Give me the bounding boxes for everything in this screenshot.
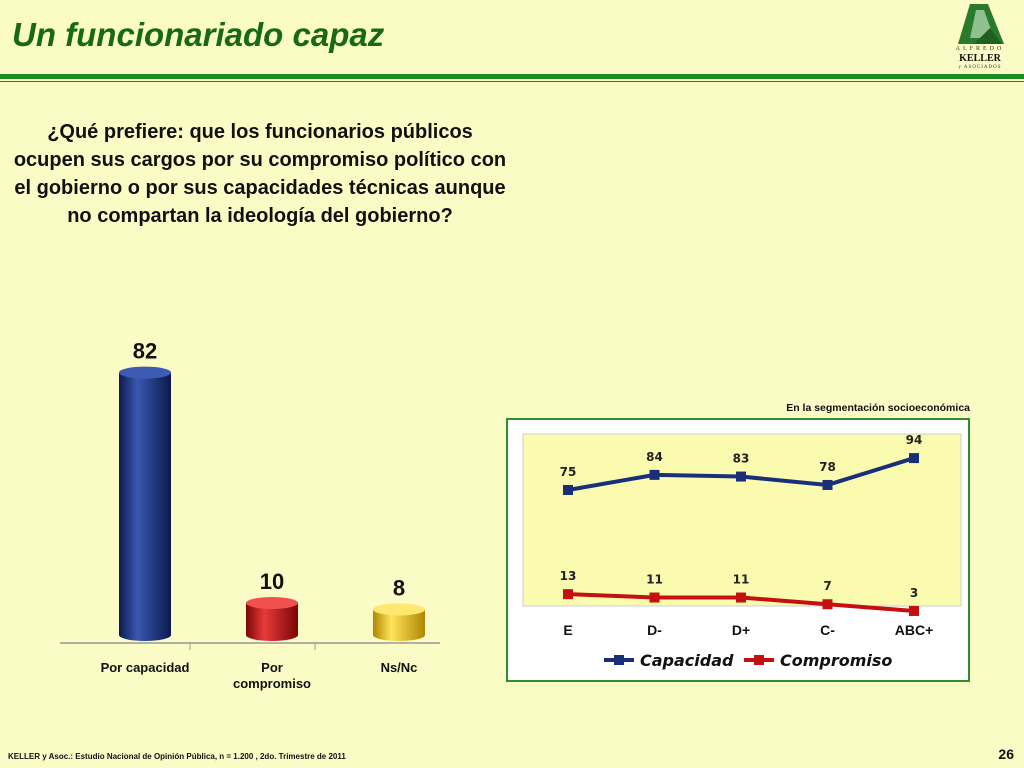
line-chart-frame: E D- D+ C- ABC+ 75 84 83 78 94 13 11 11 7 3 Capacidad Co…: [506, 418, 970, 682]
point-capacidad-2: [736, 471, 746, 482]
logo-line1: ALFREDO: [955, 46, 1005, 52]
bar-cap-2: [373, 603, 425, 616]
legend-label-compromiso: Compromiso: [780, 651, 892, 670]
legend-label-capacidad: Capacidad: [640, 651, 734, 670]
point-capacidad-4: [909, 453, 919, 464]
data-label-capacidad-4: 94: [906, 433, 923, 447]
point-capacidad-3: [822, 479, 833, 490]
x-tick-label-4: ABC+: [895, 622, 934, 638]
legend-marker-compromiso: [754, 655, 764, 665]
data-label-compromiso-0: 13: [560, 569, 577, 583]
header-rule: [0, 74, 1024, 79]
keller-logo: ALFREDO KELLER y ASOCIADOS: [950, 2, 1010, 72]
point-compromiso-3: [822, 599, 833, 610]
data-label-capacidad-3: 78: [819, 460, 836, 474]
plot-area: [522, 433, 962, 607]
logo-line2: KELLER: [959, 53, 1001, 64]
line-chart-title: En la segmentación socioeconómica: [786, 402, 970, 414]
page-title: Un funcionariado capaz: [12, 16, 385, 53]
page-number: 26: [998, 746, 1014, 762]
bar-cap-0: [119, 366, 171, 379]
line-chart: E D- D+ C- ABC+ 75 84 83 78 94 13 11 11 7 3 Capacidad Co…: [522, 433, 962, 670]
logo-a-icon: [958, 4, 1004, 44]
x-tick-label-3: C-: [820, 622, 835, 638]
data-label-capacidad-2: 83: [733, 452, 750, 466]
bar-category-label-0: Por capacidad: [101, 660, 190, 675]
logo-line3: y ASOCIADOS: [958, 65, 1002, 70]
data-label-compromiso-4: 3: [910, 586, 918, 600]
survey-question: ¿Qué prefiere: que los funcionarios públ…: [13, 121, 507, 227]
point-compromiso-4: [909, 605, 919, 616]
bar-0: [119, 372, 171, 635]
bar-value-label-1: 10: [260, 569, 284, 594]
x-tick-label-1: D-: [647, 622, 662, 638]
bar-value-label-0: 82: [133, 339, 157, 364]
point-compromiso-1: [649, 592, 660, 603]
bar-value-label-2: 8: [393, 575, 405, 600]
point-compromiso-0: [563, 589, 573, 600]
point-capacidad-1: [649, 469, 660, 480]
bar-cap-1: [246, 597, 298, 609]
x-tick-label-2: D+: [732, 622, 750, 638]
source-note: KELLER y Asoc.: Estudio Nacional de Opin…: [8, 752, 346, 761]
bar-category-label-2: Ns/Nc: [381, 660, 418, 675]
x-tick-label-0: E: [563, 622, 572, 638]
header-rule-thin: [0, 81, 1024, 82]
data-label-capacidad-1: 84: [646, 450, 663, 464]
data-label-compromiso-3: 7: [823, 579, 831, 593]
data-label-compromiso-1: 11: [646, 573, 663, 587]
bar-category-label-1: Por: [261, 660, 283, 675]
data-label-compromiso-2: 11: [733, 573, 750, 587]
point-compromiso-2: [736, 592, 746, 603]
legend-marker-capacidad: [614, 655, 624, 665]
point-capacidad-0: [563, 485, 573, 495]
data-label-capacidad-0: 75: [560, 465, 577, 479]
bar-category-label-1: compromiso: [233, 676, 311, 691]
